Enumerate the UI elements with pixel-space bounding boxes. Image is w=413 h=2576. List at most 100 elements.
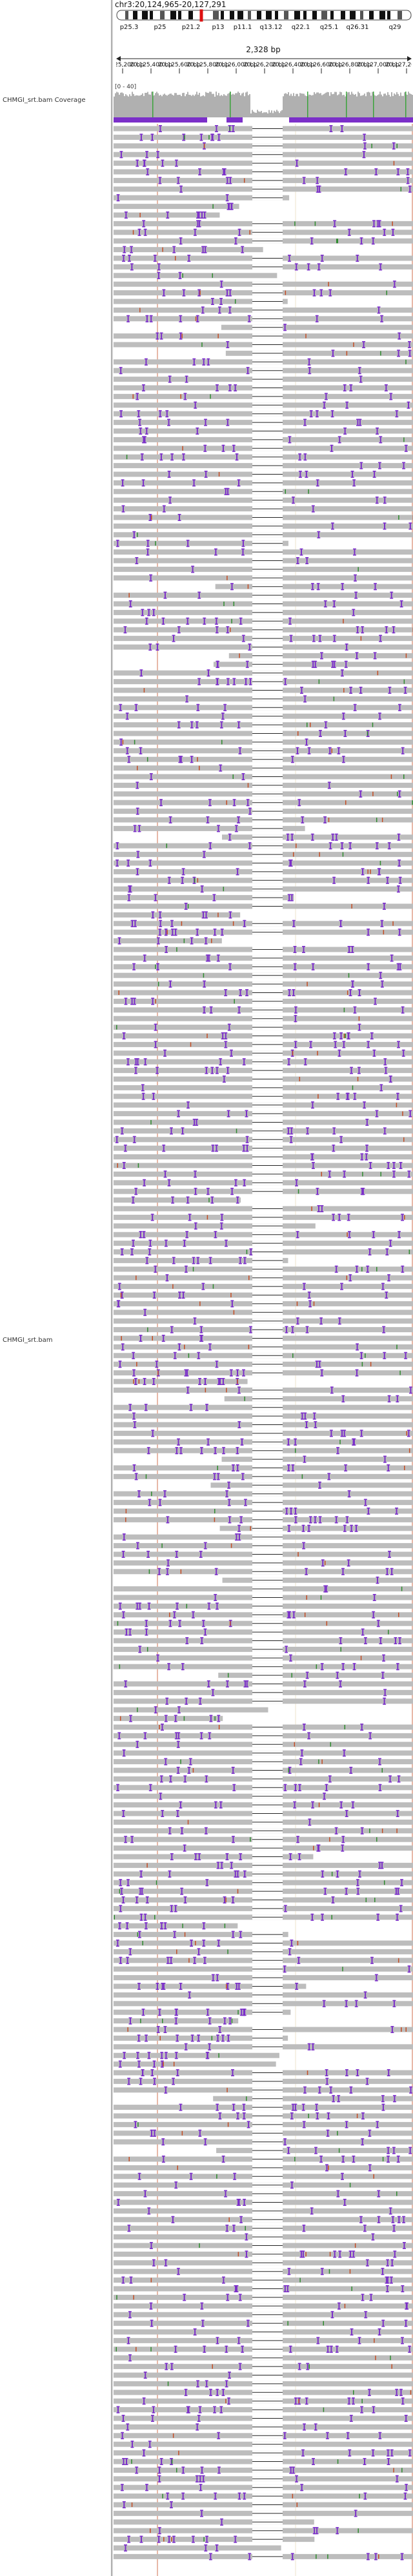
insertion-marker-cap [337, 1056, 341, 1057]
insertion-marker-cap [215, 1366, 219, 1368]
mismatch-tick [156, 1880, 157, 1885]
insertion-marker [136, 393, 138, 400]
insertion-marker-cap [210, 304, 214, 305]
insertion-marker-cap [322, 2006, 326, 2007]
insertion-marker-cap [287, 1438, 290, 1440]
insertion-marker-cap [199, 1447, 203, 1448]
insertion-marker-cap [203, 987, 206, 988]
data-panel[interactable]: [0 - 40] [114, 81, 413, 2576]
insertion-marker-cap [147, 2052, 151, 2053]
insertion-marker-cap [122, 1162, 126, 1163]
insertion-marker-cap [144, 1922, 148, 1923]
coverage-track-label[interactable]: CHMGI_srt.bam Coverage [3, 97, 86, 104]
insertion-marker-cap [383, 528, 387, 530]
insertion-marker [345, 1464, 347, 1471]
insertion-marker-cap [179, 1807, 183, 1809]
read-row [114, 2017, 239, 2025]
insertion-marker [314, 1421, 316, 1428]
insertion-marker-cap [287, 1058, 291, 1059]
alignment-track-label[interactable]: CHMGI_srt.bam [3, 1337, 53, 1344]
insertion-marker [380, 1084, 382, 1092]
insertion-marker-cap [341, 1663, 345, 1664]
coverage-bar [257, 110, 258, 117]
ideogram-band [237, 11, 243, 19]
insertion-marker [367, 1265, 368, 1273]
insertion-marker [394, 2095, 396, 2103]
insertion-marker-cap [136, 2052, 140, 2053]
insertion-marker-cap [120, 1248, 124, 1250]
insertion-marker [235, 237, 237, 245]
insertion-marker-cap [332, 1032, 336, 1034]
insertion-marker-cap [352, 615, 356, 616]
insertion-marker-cap [352, 548, 356, 550]
insertion-marker-cap [242, 2014, 246, 2016]
insertion-marker [164, 2026, 166, 2033]
insertion-marker-cap [310, 1920, 314, 1921]
insertion-marker-cap [151, 1003, 155, 1005]
insertion-marker-cap [343, 1435, 347, 1437]
chromosome-ideogram[interactable] [116, 9, 412, 22]
insertion-marker [290, 860, 292, 867]
insertion-marker-cap [398, 929, 401, 930]
insertion-marker-cap [295, 166, 299, 167]
insertion-marker [117, 1940, 119, 1947]
insertion-marker [242, 1473, 244, 1480]
insertion-marker [211, 1067, 213, 1074]
ideogram-band [142, 11, 148, 19]
insertion-marker [229, 177, 231, 184]
mismatch-tick [381, 818, 383, 822]
insertion-marker-cap [237, 822, 241, 823]
insertion-marker-cap [223, 710, 227, 711]
panel-divider[interactable] [112, 0, 113, 2576]
insertion-marker [303, 177, 305, 184]
insertion-marker [200, 1335, 202, 1342]
insertion-marker [314, 289, 316, 297]
insertion-marker-cap [359, 243, 363, 245]
insertion-marker-cap [311, 2049, 315, 2050]
insertion-marker [185, 1369, 186, 1377]
coverage-bar [332, 94, 333, 117]
coverage-bar [206, 92, 208, 117]
alignment-track[interactable] [114, 117, 413, 2576]
insertion-marker [332, 1896, 334, 1903]
insertion-marker [194, 228, 196, 236]
insertion-marker-cap [176, 177, 180, 178]
insertion-marker-cap [120, 1254, 124, 1255]
insertion-marker [234, 1870, 236, 1878]
insertion-marker-cap [237, 1539, 241, 1541]
read-row [114, 1706, 268, 1714]
insertion-marker-cap [334, 1272, 338, 1273]
insertion-marker [324, 1585, 326, 1593]
coverage-track[interactable]: [0 - 40] [114, 81, 413, 117]
insertion-marker-cap [130, 926, 134, 927]
insertion-marker-cap [216, 1974, 219, 1976]
insertion-marker-cap [363, 1997, 367, 1999]
insertion-marker-cap [249, 1254, 253, 1255]
insertion-marker [137, 2052, 139, 2060]
insertion-marker [348, 1559, 350, 1567]
insertion-marker-cap [357, 1073, 361, 1074]
insertion-marker [165, 2086, 166, 2094]
insertion-marker [388, 2069, 390, 2076]
mismatch-tick [119, 1716, 121, 1721]
read-row [114, 263, 413, 271]
coverage-bar [161, 96, 163, 117]
insertion-marker-cap [399, 1162, 403, 1163]
insertion-marker-cap [137, 825, 141, 826]
insertion-marker [180, 332, 182, 340]
insertion-marker [410, 2086, 412, 2094]
insertion-marker-cap [243, 1686, 247, 1687]
insertion-marker-cap [137, 1937, 141, 1938]
read-row [114, 540, 288, 547]
insertion-marker-cap [139, 2078, 143, 2079]
insertion-marker [144, 954, 146, 962]
insertion-marker [180, 237, 182, 245]
insertion-marker [397, 1663, 399, 1671]
insertion-marker-cap [283, 324, 287, 325]
coverage-bar [303, 93, 305, 117]
insertion-marker-cap [337, 747, 341, 749]
insertion-marker-cap [342, 1047, 346, 1048]
read-row [114, 764, 413, 772]
insertion-marker [347, 1092, 349, 1100]
insertion-marker-cap [219, 1807, 223, 1809]
